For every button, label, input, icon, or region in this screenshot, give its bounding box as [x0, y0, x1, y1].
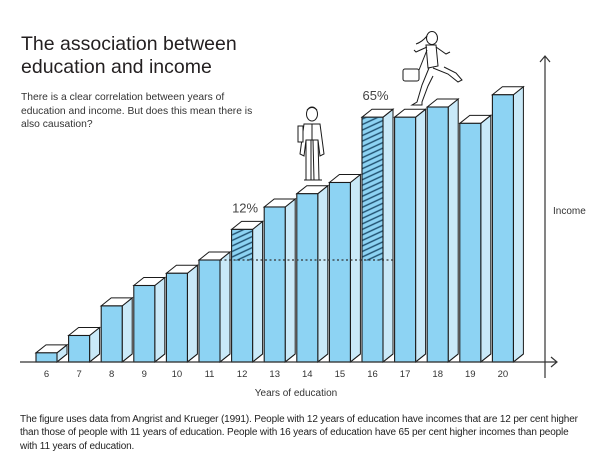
bar-13	[262, 197, 297, 364]
bar-11	[197, 250, 232, 364]
x-tick-label: 7	[76, 369, 81, 380]
x-tick-label: 9	[142, 369, 147, 380]
x-tick-label: 18	[432, 369, 443, 380]
x-tick-label: 8	[109, 369, 114, 380]
bar-increase-hatch	[232, 229, 253, 261]
x-tick-label: 11	[205, 369, 215, 380]
bar-base-edge	[350, 353, 361, 363]
bar-base-edge	[284, 353, 296, 363]
chart-title: The association between education and in…	[21, 33, 237, 79]
bar-front	[100, 305, 123, 363]
bar-16	[360, 108, 395, 364]
x-tick-label: 17	[400, 369, 411, 380]
bar-base-edge	[447, 353, 459, 363]
x-tick-label: 6	[44, 369, 49, 380]
bar-side	[317, 184, 329, 364]
bar-side	[252, 220, 264, 364]
bar-front	[426, 106, 449, 363]
bar-side	[415, 108, 427, 364]
y-axis-label: Income	[553, 206, 586, 217]
bar-12	[230, 220, 265, 364]
x-tick-label: 20	[498, 369, 509, 380]
bar-base-edge	[56, 353, 68, 363]
bar-side	[154, 276, 166, 364]
bar-side	[219, 250, 231, 364]
bar-6	[34, 343, 69, 364]
bar-base-edge	[219, 353, 231, 363]
chart-subtitle: There is a clear correlation between yea…	[21, 92, 253, 130]
bar-19	[458, 114, 493, 364]
bar-front	[35, 352, 58, 363]
bar-8	[99, 296, 134, 364]
woman-figure-icon	[402, 31, 463, 106]
bar-front	[328, 181, 351, 363]
bar-side	[186, 264, 198, 364]
x-tick-label: 19	[465, 369, 476, 380]
x-tick-label: 15	[335, 369, 346, 380]
bar-7	[67, 326, 102, 364]
bar-front	[165, 272, 188, 363]
man-figure-icon	[297, 106, 325, 181]
x-axis-arrow	[550, 356, 558, 368]
bar-base-edge	[252, 353, 263, 363]
bar-base-edge	[513, 353, 524, 363]
bar-base-edge	[121, 353, 133, 363]
bar-front	[68, 334, 91, 363]
bar-side	[284, 197, 296, 364]
annotation-12pct: 12%	[232, 200, 258, 215]
bar-20	[490, 85, 525, 364]
y-axis-arrow	[539, 55, 551, 63]
bar-base-edge	[415, 353, 426, 363]
bar-base-edge	[317, 353, 329, 363]
bar-front	[296, 193, 319, 363]
bar-10	[164, 264, 199, 364]
bar-base-edge	[187, 353, 198, 363]
bar-side	[447, 97, 459, 364]
bar-side	[349, 173, 361, 364]
bar-14	[295, 184, 330, 364]
bar-side	[382, 108, 394, 364]
title-line-2: education and income	[21, 56, 212, 78]
x-tick-label: 12	[237, 369, 248, 380]
bar-base-edge	[89, 353, 100, 363]
figure-caption: The figure uses data from Angrist and Kr…	[20, 414, 578, 452]
x-tick-label: 16	[367, 369, 378, 380]
title-line-1: The association between	[21, 33, 237, 55]
annotation-65pct: 65%	[362, 88, 388, 103]
bar-side	[512, 85, 524, 364]
bar-base-edge	[154, 353, 166, 363]
bar-front	[198, 259, 221, 363]
bar-17	[393, 108, 428, 364]
x-tick-label: 10	[172, 369, 183, 380]
bar-18	[425, 97, 460, 364]
x-tick-label: 14	[302, 369, 313, 380]
bar-front	[459, 122, 482, 363]
bar-front	[263, 206, 286, 363]
x-tick-label: 13	[269, 369, 280, 380]
bar-base-edge	[480, 353, 492, 363]
bar-increase-hatch	[362, 117, 383, 261]
bar-front	[133, 284, 156, 363]
bar-front	[394, 116, 417, 363]
bar-9	[132, 276, 167, 364]
x-axis-label: Years of education	[255, 388, 337, 399]
bar-base-edge	[382, 353, 394, 363]
bar-front	[491, 94, 514, 363]
bar-side	[121, 296, 133, 364]
bar-side	[480, 114, 492, 364]
bar-15	[327, 173, 362, 364]
